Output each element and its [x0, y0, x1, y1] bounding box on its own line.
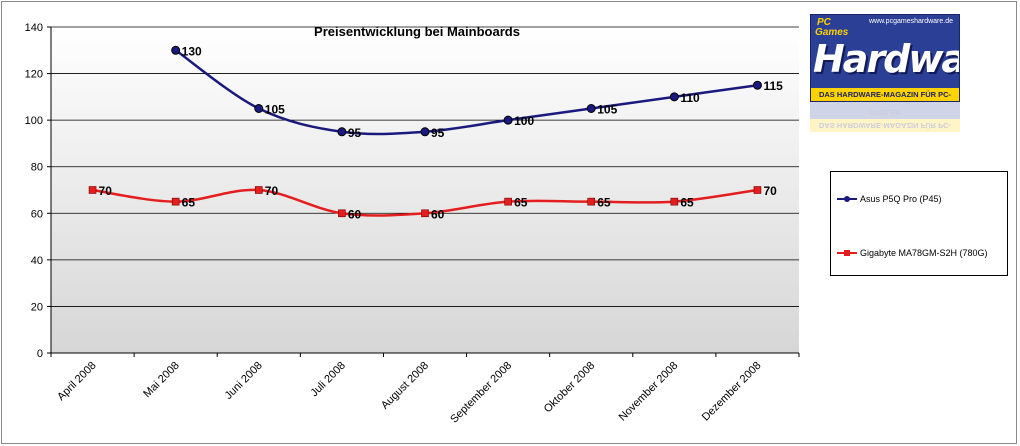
point-marker: [587, 197, 596, 206]
point-marker: [421, 209, 429, 218]
data-label: 65: [597, 196, 611, 210]
point-marker: [254, 104, 264, 113]
data-label: 65: [182, 196, 196, 210]
logo-reflection-tagline: DAS HARDWARE-MAGAZIN FÜR PC-SPIELER: [810, 108, 960, 132]
y-tick-label: 120: [25, 69, 43, 81]
chart-title: Preisentwicklung bei Mainboards: [314, 24, 520, 39]
data-label: 130: [182, 44, 202, 58]
x-tick-label: August 2008: [379, 360, 431, 412]
legend: Asus P5Q Pro (P45) Gigabyte MA78GM-S2H (…: [830, 171, 1008, 276]
point-marker: [504, 197, 512, 206]
y-tick-label: 0: [37, 348, 43, 360]
data-label: 105: [597, 103, 617, 117]
x-tick-label: November 2008: [617, 360, 681, 424]
data-label: 115: [763, 79, 783, 93]
y-tick-label: 140: [25, 22, 43, 34]
data-label: 95: [348, 126, 362, 140]
x-tick-label: Dezember 2008: [700, 360, 764, 424]
x-tick-label: Juni 2008: [223, 360, 265, 402]
legend-item-gigabyte: Gigabyte MA78GM-S2H (780G): [837, 246, 988, 260]
y-tick-label: 80: [31, 162, 43, 174]
x-tick-label: Juli 2008: [308, 360, 348, 400]
y-tick-label: 20: [31, 301, 43, 313]
plot-area: [51, 27, 799, 353]
point-marker: [669, 92, 679, 102]
y-tick-label: 60: [31, 208, 43, 220]
data-label: 110: [680, 91, 700, 105]
pcgh-logo: PC Games www.pcgameshardware.de Hardware…: [810, 14, 960, 132]
data-label: 60: [348, 207, 362, 221]
point-marker: [420, 127, 430, 137]
x-tick-label: Mai 2008: [141, 360, 181, 400]
data-label: 70: [265, 184, 279, 198]
point-marker: [670, 197, 679, 206]
point-marker: [753, 186, 762, 194]
point-marker: [752, 80, 762, 90]
y-tick-label: 100: [25, 115, 43, 127]
data-label: 65: [680, 196, 694, 210]
data-label: 105: [265, 103, 285, 117]
data-label: 100: [514, 114, 534, 128]
legend-item-asus: Asus P5Q Pro (P45): [837, 192, 942, 206]
point-marker: [586, 104, 596, 113]
x-tick-label: April 2008: [55, 360, 99, 404]
legend-label-asus: Asus P5Q Pro (P45): [860, 194, 942, 204]
data-label: 70: [763, 184, 777, 198]
legend-label-gigabyte: Gigabyte MA78GM-S2H (780G): [860, 248, 988, 258]
logo-tagline: DAS HARDWARE-MAGAZIN FÜR PC-SPIELER: [811, 88, 959, 101]
x-tick-labels: April 2008 Mai 2008 Juni 2008 Juli 2008 Augu…: [55, 360, 763, 426]
data-label: 60: [431, 207, 445, 221]
point-marker: [254, 186, 263, 194]
point-marker: [337, 127, 347, 137]
legend-swatch-gigabyte: [837, 248, 857, 258]
logo-pc-text: PC: [817, 17, 831, 28]
data-label: 65: [514, 196, 528, 210]
data-label: 70: [99, 184, 113, 198]
x-tick-label: Oktober 2008: [542, 360, 598, 416]
point-marker: [338, 209, 346, 218]
logo-url: www.pcgameshardware.de: [868, 18, 953, 25]
point-marker: [171, 45, 181, 55]
data-labels: 130 105 95 95 100 105 110 115 70 65 70 60 60 65 65 65 70: [99, 44, 784, 221]
point-marker: [503, 115, 513, 125]
data-label: 95: [431, 126, 445, 140]
logo-badge: PC Games www.pcgameshardware.de Hardware…: [810, 14, 960, 102]
y-tick-labels: 0 20 40 60 80 100 120 140: [25, 22, 43, 360]
point-marker: [88, 186, 97, 194]
series-markers: [88, 45, 762, 218]
axes: [47, 26, 800, 357]
logo-wordmark: Hardware: [813, 37, 960, 81]
logo-games-text: Games: [815, 27, 849, 38]
logo-reflection: DAS HARDWARE-MAGAZIN FÜR PC-SPIELER: [810, 102, 960, 132]
legend-swatch-asus: [837, 194, 857, 204]
point-marker: [171, 197, 180, 206]
x-tick-label: September 2008: [448, 360, 514, 426]
y-tick-label: 40: [31, 255, 43, 267]
